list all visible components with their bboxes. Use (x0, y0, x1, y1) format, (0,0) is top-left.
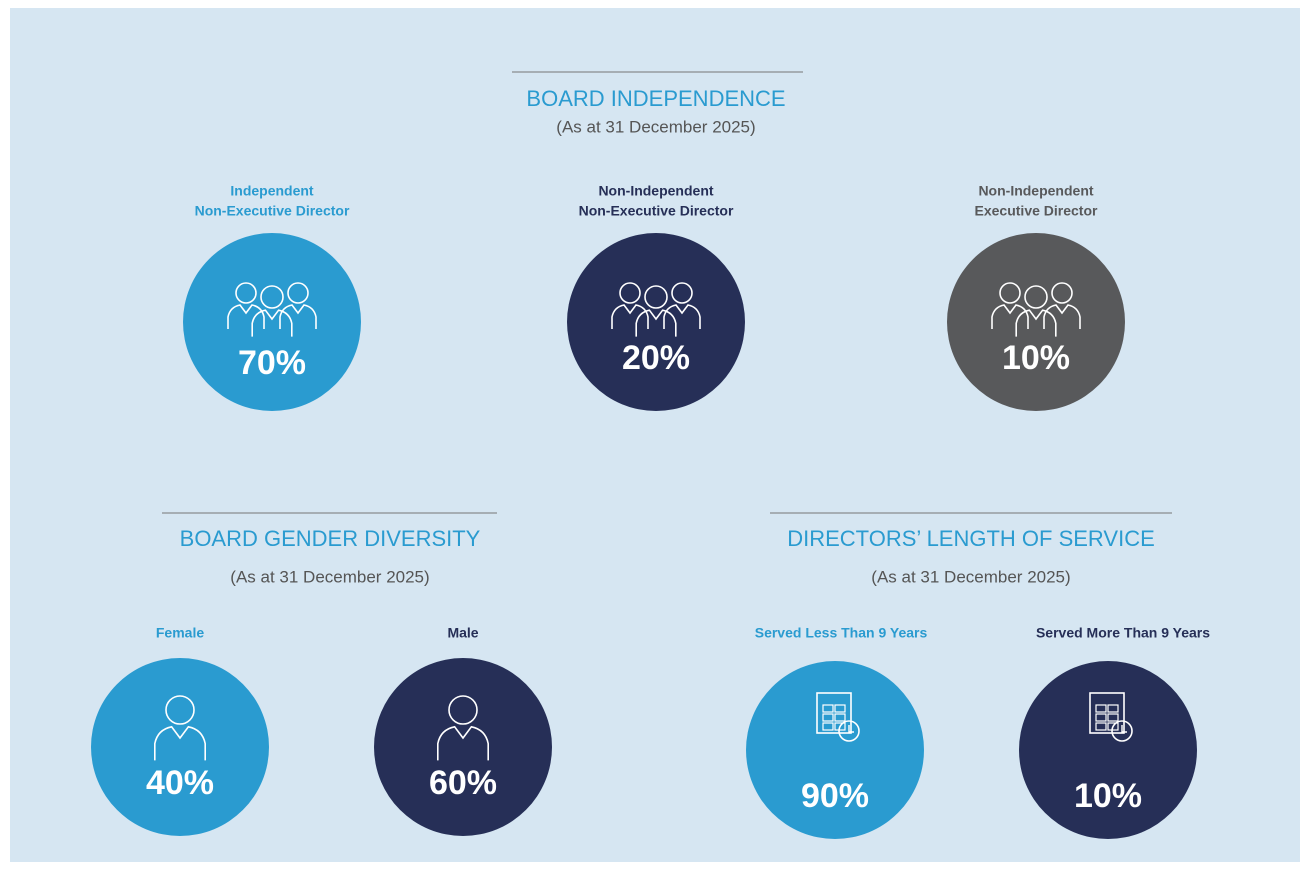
icon-head (644, 285, 668, 309)
item-value: 10% (1074, 777, 1142, 815)
icon-clock-hands (848, 725, 854, 733)
icon-calendar (816, 692, 852, 734)
item-value: 10% (1002, 339, 1070, 377)
item-label: Served More Than 9 Years (1036, 625, 1210, 641)
icon-head (260, 285, 284, 309)
icon-body (1043, 304, 1081, 329)
icon-cell (1095, 722, 1107, 731)
icon-head (287, 282, 309, 304)
item-circle (183, 233, 361, 411)
item-icon (816, 692, 860, 742)
section-title: BOARD GENDER DIVERSITY (180, 526, 481, 551)
item-label: Served Less Than 9 Years (755, 625, 928, 641)
section-subtitle: (As at 31 December 2025) (871, 567, 1070, 586)
icon-body (154, 725, 206, 761)
item-icon (227, 282, 317, 337)
item-label: Non-Executive Director (195, 203, 350, 219)
item-icon (437, 695, 489, 761)
item-value: 90% (801, 777, 869, 815)
item-circle (91, 658, 269, 836)
item-label: Non-Independent (978, 183, 1093, 199)
icon-cell (834, 713, 846, 722)
icon-cell (834, 722, 846, 731)
item-label: Independent (230, 183, 314, 199)
item-icon (154, 695, 206, 761)
icon-body (251, 309, 293, 337)
item-value: 60% (429, 764, 497, 802)
icon-cell (834, 704, 846, 713)
item-value: 20% (622, 339, 690, 377)
icon-body (227, 304, 265, 329)
icon-head (448, 695, 478, 725)
item-circle (746, 661, 924, 839)
icon-cell (1107, 704, 1119, 713)
icon-body (663, 304, 701, 329)
item-circle (374, 658, 552, 836)
icon-head (165, 695, 195, 725)
icon-cell (822, 704, 834, 713)
icon-clock-hands (1121, 725, 1127, 733)
item-value: 40% (146, 764, 214, 802)
icon-head (1024, 285, 1048, 309)
item-icon (1089, 692, 1133, 742)
item-circle (1019, 661, 1197, 839)
icon-body (279, 304, 317, 329)
section-title: DIRECTORS’ LENGTH OF SERVICE (787, 526, 1155, 551)
icon-head (671, 282, 693, 304)
item-label: Executive Director (975, 203, 1098, 219)
section-subtitle: (As at 31 December 2025) (230, 567, 429, 586)
item-circle (567, 233, 745, 411)
icon-body (635, 309, 677, 337)
icon-clock (1111, 720, 1133, 742)
icon-cell (822, 713, 834, 722)
icon-head (1051, 282, 1073, 304)
icon-cell (1095, 713, 1107, 722)
section-subtitle: (As at 31 December 2025) (556, 117, 755, 136)
icon-cell (1095, 704, 1107, 713)
icon-clock (838, 720, 860, 742)
item-value: 70% (238, 344, 306, 382)
icon-body (437, 725, 489, 761)
icon-body (991, 304, 1029, 329)
section-title: BOARD INDEPENDENCE (526, 86, 785, 111)
icon-head (619, 282, 641, 304)
icon-cell (1107, 713, 1119, 722)
icon-head (999, 282, 1021, 304)
icon-calendar (1089, 692, 1125, 734)
icon-head (235, 282, 257, 304)
item-label: Non-Executive Director (579, 203, 734, 219)
icon-cell (1107, 722, 1119, 731)
item-icon (611, 282, 701, 337)
item-label: Male (447, 625, 478, 641)
icon-body (611, 304, 649, 329)
item-label: Female (156, 625, 204, 641)
item-label: Non-Independent (598, 183, 713, 199)
item-circle (947, 233, 1125, 411)
icon-cell (822, 722, 834, 731)
icon-body (1015, 309, 1057, 337)
item-icon (991, 282, 1081, 337)
